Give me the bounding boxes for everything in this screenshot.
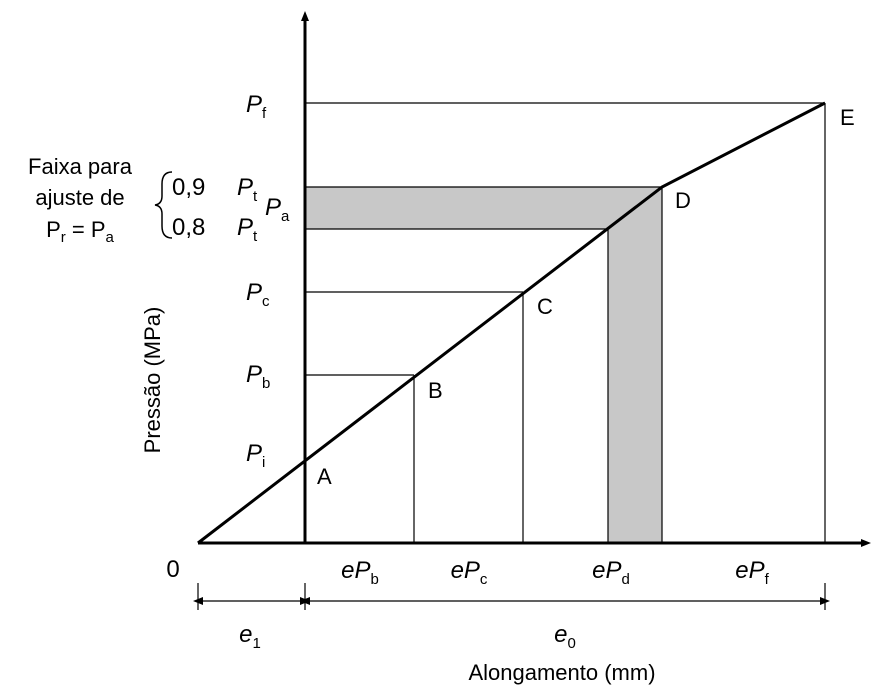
point-e-label: E bbox=[840, 105, 855, 130]
horizontal-guides bbox=[305, 102, 825, 376]
y-axis-title: Pressão (MPa) bbox=[140, 307, 165, 454]
band-pa-label: Pa bbox=[265, 194, 290, 225]
x-seg-epd: ePd bbox=[592, 557, 630, 588]
dim-e0: e0 bbox=[554, 621, 576, 652]
band-brace bbox=[154, 171, 173, 239]
band-lower-pt: Pt bbox=[237, 214, 258, 245]
x-seg-epf: ePf bbox=[735, 557, 769, 588]
y-tick-pi: Pi bbox=[246, 440, 265, 471]
dim-e1: e1 bbox=[239, 621, 261, 652]
band-caption-line1: Faixa para bbox=[28, 154, 133, 179]
x-axis-title: Alongamento (mm) bbox=[468, 660, 655, 685]
band-caption-line3: Pr = Pa bbox=[46, 217, 114, 246]
vertical-guides bbox=[413, 103, 826, 543]
y-tick-pf: Pf bbox=[246, 91, 267, 122]
dimension-lines bbox=[193, 583, 830, 610]
band-caption-line2: ajuste de bbox=[35, 185, 124, 210]
origin-label: 0 bbox=[166, 556, 179, 583]
y-tick-pc: Pc bbox=[246, 279, 270, 310]
point-b-label: B bbox=[428, 378, 443, 403]
point-c-label: C bbox=[537, 294, 553, 319]
band-upper-pt: Pt bbox=[237, 174, 258, 205]
band-lower-factor: 0,8 bbox=[172, 214, 205, 241]
pressure-curve bbox=[197, 101, 826, 545]
point-d-label: D bbox=[675, 188, 691, 213]
x-seg-epb: ePb bbox=[341, 557, 379, 588]
band-vertical-shade bbox=[608, 187, 662, 543]
y-tick-pb: Pb bbox=[246, 361, 270, 392]
point-a-label: A bbox=[317, 464, 332, 489]
band-horizontal-shade bbox=[305, 187, 662, 229]
band-upper-factor: 0,9 bbox=[172, 174, 205, 201]
x-seg-epc: ePc bbox=[451, 557, 488, 588]
